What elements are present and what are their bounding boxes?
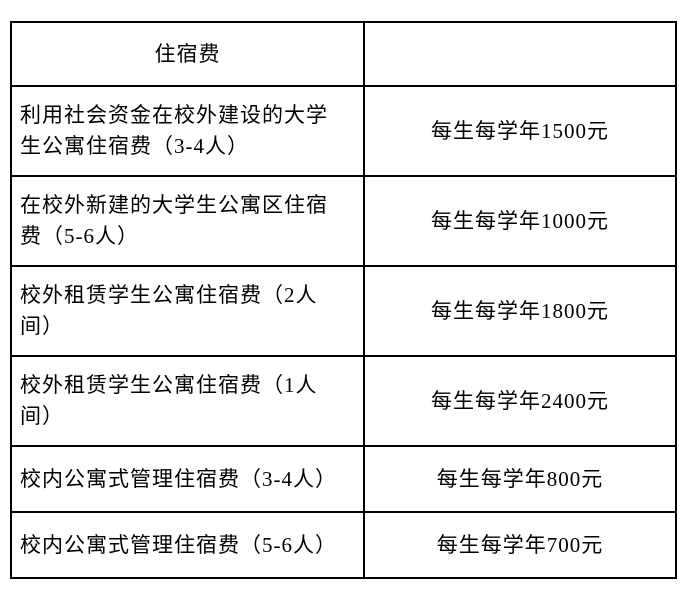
table-row: 校外租赁学生公寓住宿费（2人间） 每生每学年1800元 xyxy=(10,265,677,357)
table-row: 利用社会资金在校外建设的大学生公寓住宿费（3-4人） 每生每学年1500元 xyxy=(10,85,677,177)
fee-amount-cell: 每生每学年1000元 xyxy=(363,175,677,267)
fee-item-cell: 校外租赁学生公寓住宿费（1人间） xyxy=(10,355,365,447)
table-header-amount xyxy=(363,21,677,87)
fee-amount-cell: 每生每学年800元 xyxy=(363,445,677,513)
table-row: 校内公寓式管理住宿费（3-4人） 每生每学年800元 xyxy=(10,445,677,513)
fee-item-cell: 校内公寓式管理住宿费（5-6人） xyxy=(10,511,365,579)
fee-item-cell: 利用社会资金在校外建设的大学生公寓住宿费（3-4人） xyxy=(10,85,365,177)
fee-item-cell: 校外租赁学生公寓住宿费（2人间） xyxy=(10,265,365,357)
fee-amount-cell: 每生每学年1500元 xyxy=(363,85,677,177)
table-row: 校外租赁学生公寓住宿费（1人间） 每生每学年2400元 xyxy=(10,355,677,447)
table-header-row: 住宿费 xyxy=(10,21,677,87)
table-row: 在校外新建的大学生公寓区住宿费（5-6人） 每生每学年1000元 xyxy=(10,175,677,267)
table-row: 校内公寓式管理住宿费（5-6人） 每生每学年700元 xyxy=(10,511,677,579)
table-header-fee-type: 住宿费 xyxy=(10,21,365,87)
fee-item-cell: 校内公寓式管理住宿费（3-4人） xyxy=(10,445,365,513)
fee-item-cell: 在校外新建的大学生公寓区住宿费（5-6人） xyxy=(10,175,365,267)
fee-amount-cell: 每生每学年2400元 xyxy=(363,355,677,447)
accommodation-fee-table: 住宿费 利用社会资金在校外建设的大学生公寓住宿费（3-4人） 每生每学年1500… xyxy=(10,21,677,579)
fee-amount-cell: 每生每学年700元 xyxy=(363,511,677,579)
fee-amount-cell: 每生每学年1800元 xyxy=(363,265,677,357)
